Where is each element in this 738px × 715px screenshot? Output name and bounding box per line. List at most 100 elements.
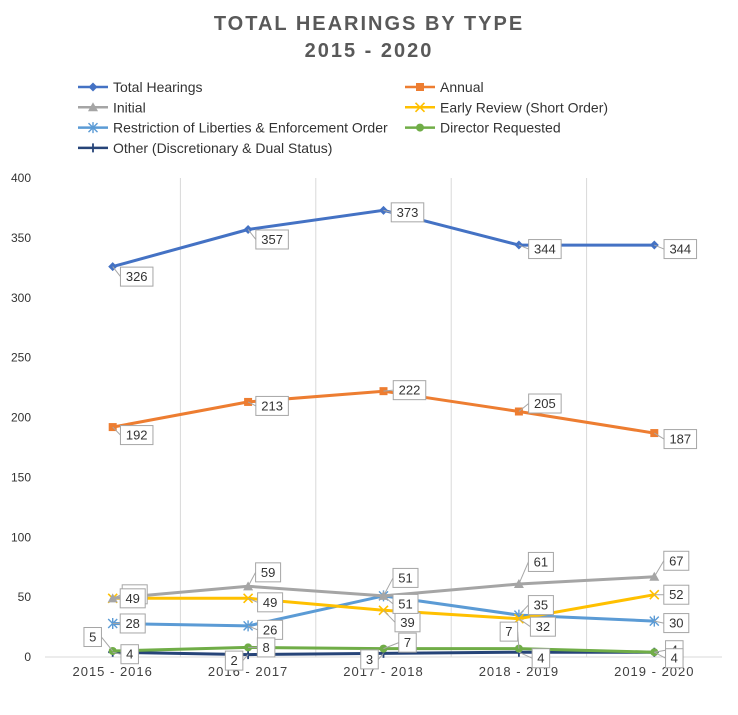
- data-label-leader: [654, 244, 665, 250]
- y-tick-label: 0: [24, 650, 31, 664]
- data-label-box: [392, 567, 419, 588]
- data-label-box: [528, 239, 562, 260]
- data-label-value: 59: [261, 565, 275, 580]
- y-tick-label: 350: [11, 231, 31, 245]
- data-label-value: 61: [534, 554, 548, 569]
- data-label-box: [83, 627, 102, 648]
- legend-marker: [416, 123, 424, 132]
- data-label-leader: [654, 620, 664, 624]
- data-label-leader: [383, 642, 399, 650]
- y-tick-label: 400: [11, 171, 31, 185]
- data-label: 51: [383, 593, 419, 614]
- data-label-leader: [377, 653, 384, 660]
- data-labels-layer: 3263573733443441922132222051874959516167…: [83, 202, 698, 671]
- data-label-value: 51: [398, 570, 412, 585]
- legend-marker: [88, 122, 98, 134]
- data-label: 205: [518, 393, 562, 414]
- data-label-box: [119, 266, 154, 287]
- data-label: 7: [499, 621, 520, 649]
- data-label-value: 7: [505, 624, 512, 639]
- data-label: 59: [247, 562, 282, 587]
- data-label-leader: [653, 560, 665, 578]
- legend-item-restriction-of-liberties-enforcement-order: Restriction of Liberties & Enforcement O…: [78, 120, 388, 136]
- y-tick-label: 200: [11, 411, 31, 425]
- data-label-value: 30: [669, 616, 683, 631]
- data-label-leader: [112, 426, 121, 436]
- data-label-value: 8: [262, 640, 269, 655]
- legend-marker: [88, 143, 98, 153]
- data-label-value: 26: [263, 622, 277, 637]
- data-label-box: [119, 613, 146, 634]
- data-label-leader: [101, 636, 114, 652]
- data-label: 2: [224, 650, 249, 671]
- legend-label: Annual: [440, 79, 484, 95]
- data-label: 30: [654, 613, 690, 634]
- data-label-box: [528, 393, 562, 414]
- data-label-box: [390, 202, 425, 223]
- data-label-value: 4: [126, 647, 133, 662]
- data-label-box: [119, 588, 146, 609]
- data-label-leader: [247, 597, 258, 603]
- data-label-value: 326: [126, 269, 148, 284]
- legend-marker: [88, 102, 98, 112]
- data-label: 357: [247, 229, 289, 250]
- data-label-box: [663, 239, 698, 260]
- x-axis: 2015 - 2016 2016 - 2017 2017 - 2018 2018 - …: [45, 656, 722, 679]
- series-layer: [107, 205, 660, 660]
- data-label-value: 67: [669, 553, 683, 568]
- data-label-value: 52: [669, 587, 683, 602]
- data-label-value: 344: [669, 242, 691, 257]
- legend-item-annual: Annual: [405, 79, 484, 95]
- data-label-leader: [518, 651, 533, 659]
- legend-item-other-discretionary-dual-status: Other (Discretionary & Dual Status): [78, 140, 332, 156]
- data-label-box: [392, 380, 427, 401]
- data-label: 213: [247, 395, 289, 416]
- data-label-box: [392, 593, 419, 614]
- data-label-value: 5: [89, 630, 96, 645]
- data-label: 28: [112, 613, 146, 634]
- data-label-value: 49: [125, 591, 139, 606]
- data-label-value: 357: [261, 232, 283, 247]
- data-label-value: 7: [404, 635, 411, 650]
- data-label-leader: [242, 654, 249, 661]
- data-label-leader: [112, 266, 121, 277]
- data-label: 373: [383, 202, 425, 223]
- data-label: 61: [518, 551, 554, 585]
- y-tick-label: 100: [11, 530, 31, 544]
- data-label-value: 32: [536, 619, 550, 634]
- data-label-value: 213: [261, 398, 283, 413]
- data-label-leader: [654, 651, 666, 659]
- data-label-box: [663, 550, 690, 571]
- data-label-value: 35: [534, 598, 548, 613]
- x-tick-label: 2015 - 2016: [72, 664, 152, 679]
- legend-label: Restriction of Liberties & Enforcement O…: [113, 120, 388, 136]
- data-label-box: [665, 648, 684, 669]
- data-label-box: [255, 562, 282, 583]
- data-label-value: 187: [669, 432, 691, 447]
- data-label-leader: [112, 651, 122, 655]
- data-label: 192: [112, 425, 154, 446]
- data-label-leader: [383, 389, 394, 392]
- legend-marker: [414, 102, 426, 113]
- data-label: 3: [360, 649, 384, 670]
- data-label-value: 373: [397, 205, 419, 220]
- data-label-value: 39: [400, 615, 414, 630]
- chart-subtitle: 2015 - 2020: [305, 40, 434, 62]
- legend-item-director-requested: Director Requested: [405, 120, 561, 136]
- data-label-leader: [518, 403, 529, 412]
- data-label-value: 205: [534, 396, 556, 411]
- data-label: 49: [112, 588, 146, 609]
- data-label-box: [256, 637, 276, 658]
- data-label-value: 3: [366, 652, 373, 667]
- data-label: 5: [83, 627, 114, 652]
- data-label-leader: [383, 609, 396, 623]
- data-label-value: 4: [671, 651, 678, 666]
- y-tick-label: 50: [18, 590, 32, 604]
- legend-item-early-review-short-order: Early Review (Short Order): [405, 99, 608, 115]
- data-label-leader: [383, 577, 394, 597]
- data-label: 8: [248, 637, 276, 658]
- data-label-box: [257, 592, 284, 613]
- y-tick-label: 150: [11, 470, 31, 484]
- series-total-hearings: [108, 205, 659, 272]
